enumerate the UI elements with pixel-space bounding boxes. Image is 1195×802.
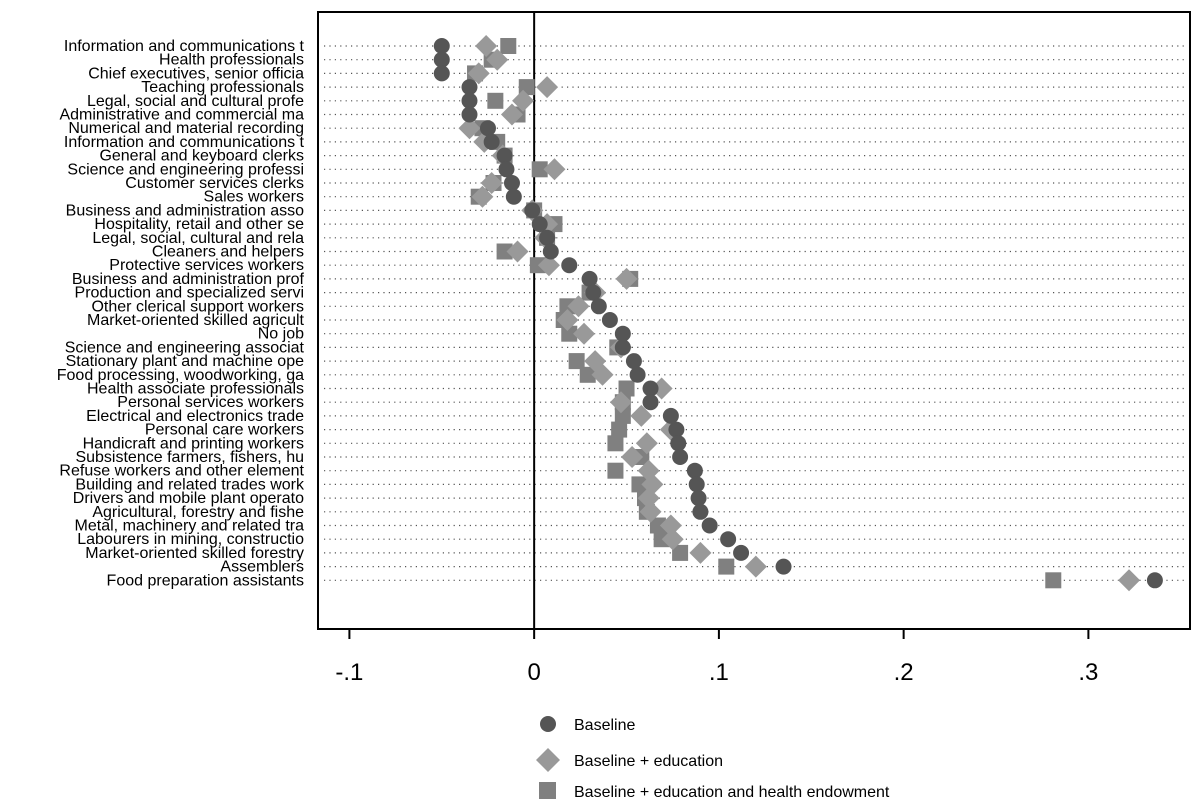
point-baseline bbox=[668, 422, 684, 438]
point-baseline bbox=[434, 65, 450, 81]
point-baseline bbox=[506, 189, 522, 205]
x-tick-label: .3 bbox=[1078, 659, 1098, 686]
point-baseline bbox=[672, 449, 688, 465]
point-health bbox=[718, 559, 734, 575]
legend-marker-baseline bbox=[540, 716, 556, 732]
point-baseline bbox=[615, 339, 631, 355]
point-health bbox=[569, 353, 585, 369]
point-baseline bbox=[434, 38, 450, 54]
point-baseline bbox=[626, 353, 642, 369]
point-baseline bbox=[615, 326, 631, 342]
point-baseline bbox=[687, 463, 703, 479]
point-baseline bbox=[582, 271, 598, 287]
point-baseline bbox=[776, 559, 792, 575]
point-baseline bbox=[539, 230, 555, 246]
point-baseline bbox=[480, 120, 496, 136]
point-baseline bbox=[670, 435, 686, 451]
point-baseline bbox=[720, 531, 736, 547]
legend-label-health: Baseline + education and health endowmen… bbox=[574, 784, 890, 801]
point-baseline bbox=[484, 134, 500, 150]
point-baseline bbox=[504, 175, 520, 191]
point-health bbox=[607, 435, 623, 451]
point-baseline bbox=[643, 394, 659, 410]
legend-marker-education bbox=[536, 748, 560, 772]
point-health bbox=[500, 38, 516, 54]
point-baseline bbox=[689, 476, 705, 492]
point-baseline bbox=[461, 107, 477, 123]
point-baseline bbox=[663, 408, 679, 424]
x-axis: -.1 0 .1 .2 .3 bbox=[335, 629, 1098, 686]
point-health bbox=[487, 93, 503, 109]
x-tick-label: 0 bbox=[527, 659, 540, 686]
point-baseline bbox=[702, 518, 718, 534]
point-baseline bbox=[461, 93, 477, 109]
point-health bbox=[1045, 572, 1061, 588]
point-baseline bbox=[561, 257, 577, 273]
x-tick-label: -.1 bbox=[335, 659, 363, 686]
category-labels: Information and communications tHealth p… bbox=[57, 38, 305, 589]
point-baseline bbox=[585, 285, 601, 301]
point-baseline bbox=[497, 148, 513, 164]
category-label: Food preparation assistants bbox=[107, 572, 304, 589]
legend-label-education: Baseline + education bbox=[574, 753, 723, 770]
point-baseline bbox=[543, 244, 559, 260]
point-baseline bbox=[434, 52, 450, 68]
point-baseline bbox=[591, 298, 607, 314]
point-baseline bbox=[691, 490, 707, 506]
legend: Baseline Baseline + education Baseline +… bbox=[536, 716, 890, 801]
point-baseline bbox=[643, 381, 659, 397]
point-baseline bbox=[498, 161, 514, 177]
x-tick-label: .2 bbox=[894, 659, 914, 686]
point-baseline bbox=[630, 367, 646, 383]
point-health bbox=[607, 463, 623, 479]
point-baseline bbox=[602, 312, 618, 328]
point-baseline bbox=[692, 504, 708, 520]
point-baseline bbox=[532, 216, 548, 232]
legend-marker-health bbox=[539, 782, 556, 799]
point-baseline bbox=[1147, 572, 1163, 588]
legend-label-baseline: Baseline bbox=[574, 717, 635, 734]
x-tick-label: .1 bbox=[709, 659, 729, 686]
point-baseline bbox=[461, 79, 477, 95]
point-health bbox=[611, 422, 627, 438]
point-baseline bbox=[524, 202, 540, 218]
point-baseline bbox=[733, 545, 749, 561]
